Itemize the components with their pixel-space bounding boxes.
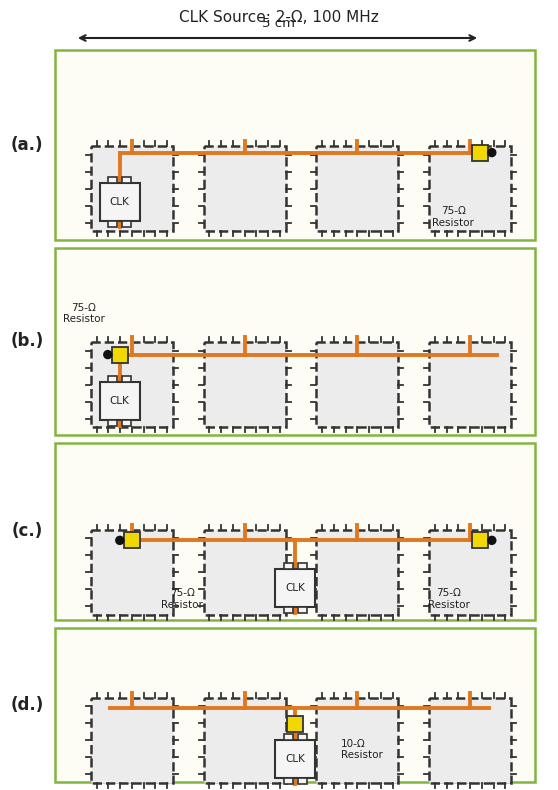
Text: CLK Source: 2-Ω, 100 MHz: CLK Source: 2-Ω, 100 MHz <box>179 10 379 25</box>
Bar <box>283 608 292 613</box>
Bar <box>55 248 535 435</box>
Bar <box>287 717 303 732</box>
Text: 5 cm: 5 cm <box>262 17 296 30</box>
Bar <box>108 376 117 382</box>
Bar <box>472 532 488 548</box>
Bar <box>108 177 117 183</box>
Bar <box>122 177 131 183</box>
Bar <box>124 532 140 548</box>
Bar <box>283 563 292 569</box>
Bar <box>429 698 511 783</box>
Bar <box>108 420 117 427</box>
Text: (a.): (a.) <box>11 136 44 154</box>
Bar <box>204 342 286 427</box>
Bar <box>275 569 315 608</box>
Bar <box>283 778 292 784</box>
Text: 75-Ω
Resistor: 75-Ω Resistor <box>427 588 469 610</box>
Bar <box>429 342 511 427</box>
Circle shape <box>488 536 496 544</box>
Text: 75-Ω
Resistor: 75-Ω Resistor <box>161 588 203 610</box>
Bar <box>316 698 398 783</box>
Text: CLK: CLK <box>110 197 130 207</box>
Bar <box>316 530 398 615</box>
Bar <box>297 608 306 613</box>
Bar <box>100 382 140 420</box>
Bar <box>122 420 131 427</box>
Circle shape <box>488 149 496 156</box>
Text: CLK: CLK <box>110 397 130 406</box>
Text: (b.): (b.) <box>11 333 44 351</box>
Bar <box>91 698 173 783</box>
Bar <box>275 740 315 778</box>
Bar <box>112 347 128 363</box>
Bar <box>91 342 173 427</box>
Bar <box>472 145 488 160</box>
Circle shape <box>104 351 112 359</box>
Circle shape <box>116 536 124 544</box>
Bar <box>429 146 511 231</box>
Bar <box>100 183 140 221</box>
Bar <box>297 563 306 569</box>
Bar <box>55 628 535 782</box>
Bar <box>204 698 286 783</box>
Bar <box>204 530 286 615</box>
Bar <box>316 146 398 231</box>
Bar <box>204 146 286 231</box>
Bar <box>297 778 306 784</box>
Bar <box>122 221 131 227</box>
Bar <box>316 342 398 427</box>
Bar <box>55 443 535 620</box>
Bar <box>91 530 173 615</box>
Text: CLK: CLK <box>285 754 305 764</box>
Bar <box>122 376 131 382</box>
Bar <box>108 221 117 227</box>
Text: (d.): (d.) <box>11 696 44 714</box>
Text: 75-Ω
Resistor: 75-Ω Resistor <box>432 206 474 228</box>
Text: CLK: CLK <box>285 583 305 593</box>
Bar <box>283 734 292 740</box>
Bar <box>55 50 535 240</box>
Bar <box>429 530 511 615</box>
Bar <box>297 734 306 740</box>
Text: (c.): (c.) <box>11 522 42 540</box>
Text: 10-Ω
Resistor: 10-Ω Resistor <box>340 739 382 761</box>
Bar <box>91 146 173 231</box>
Text: 75-Ω
Resistor: 75-Ω Resistor <box>63 303 105 324</box>
